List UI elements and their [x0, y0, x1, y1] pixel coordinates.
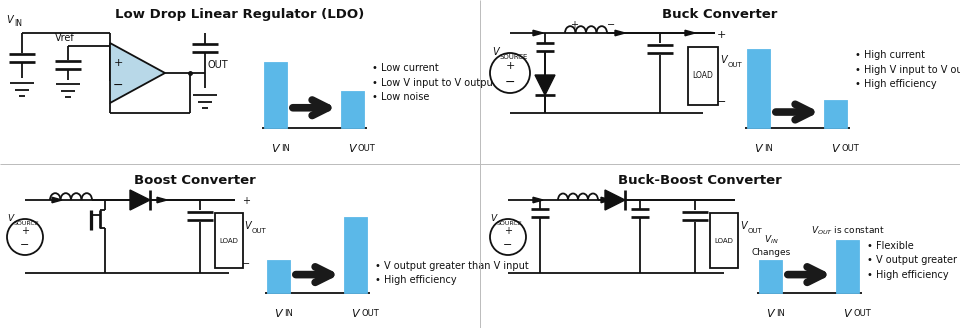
Text: +: +	[504, 226, 512, 236]
Text: • High current
• High V input to V output ratio
• High efficiency: • High current • High V input to V outpu…	[855, 50, 960, 89]
Polygon shape	[533, 30, 543, 36]
Text: −: −	[717, 97, 727, 107]
Text: SOURCE: SOURCE	[14, 221, 39, 226]
Polygon shape	[157, 197, 167, 203]
Text: IN: IN	[284, 309, 293, 318]
Text: OUT: OUT	[728, 62, 743, 68]
Text: $\mathit{V}$: $\mathit{V}$	[271, 142, 281, 154]
Text: $\mathit{V}$: $\mathit{V}$	[348, 142, 358, 154]
Text: OUT: OUT	[358, 144, 375, 153]
Text: OUT: OUT	[841, 144, 859, 153]
Text: OUT: OUT	[853, 309, 871, 318]
Bar	[760, 261, 782, 293]
Polygon shape	[533, 197, 543, 203]
Text: $\mathit{V}$: $\mathit{V}$	[720, 53, 730, 65]
Text: +: +	[21, 226, 29, 236]
Text: +: +	[505, 61, 515, 71]
Text: • Flexible
• V output greater than V input
• High efficiency: • Flexible • V output greater than V inp…	[867, 241, 960, 280]
Text: IN: IN	[14, 19, 22, 28]
Polygon shape	[110, 43, 165, 103]
Text: Buck Converter: Buck Converter	[662, 8, 778, 21]
Text: $\mathit{V}$: $\mathit{V}$	[350, 307, 361, 319]
Polygon shape	[605, 190, 625, 210]
Text: $\mathit{V}$: $\mathit{V}$	[6, 13, 15, 25]
Circle shape	[7, 219, 43, 255]
Text: −: −	[20, 240, 30, 250]
Text: LOAD: LOAD	[220, 238, 238, 244]
Bar	[748, 50, 770, 128]
Text: IN: IN	[764, 144, 773, 153]
Text: LOAD: LOAD	[714, 238, 733, 244]
Text: +: +	[717, 30, 727, 40]
Text: Buck-Boost Converter: Buck-Boost Converter	[618, 174, 781, 187]
Bar	[688, 47, 718, 105]
Text: $\mathit{V}$: $\mathit{V}$	[740, 219, 749, 231]
Text: −: −	[242, 259, 251, 269]
Bar	[837, 241, 859, 293]
Text: Boost Converter: Boost Converter	[134, 174, 256, 187]
Text: $\mathit{V}$: $\mathit{V}$	[830, 142, 841, 154]
Polygon shape	[685, 30, 695, 36]
Text: IN: IN	[281, 144, 290, 153]
Text: $\mathit{V}$: $\mathit{V}$	[274, 307, 284, 319]
Text: SOURCE: SOURCE	[497, 221, 522, 226]
Circle shape	[490, 219, 526, 255]
Text: OUT: OUT	[361, 309, 379, 318]
Text: • Low current
• Low V input to V output ratio
• Low noise: • Low current • Low V input to V output …	[372, 63, 522, 102]
Polygon shape	[601, 197, 611, 203]
Bar	[345, 218, 367, 293]
Bar	[215, 213, 243, 268]
Text: $\mathit{V}$: $\mathit{V}$	[766, 307, 776, 319]
Bar	[342, 92, 364, 128]
Text: • V output greater than V input
• High efficiency: • V output greater than V input • High e…	[375, 261, 529, 285]
Text: Vref: Vref	[55, 33, 75, 43]
Text: $\mathit{V}$: $\mathit{V}$	[843, 307, 853, 319]
Text: +: +	[242, 196, 250, 206]
Bar	[265, 63, 287, 128]
Text: Low Drop Linear Regulator (LDO): Low Drop Linear Regulator (LDO)	[115, 8, 365, 21]
Polygon shape	[535, 75, 555, 95]
Text: −: −	[503, 240, 513, 250]
Text: OUT: OUT	[252, 228, 267, 234]
Text: OUT: OUT	[207, 60, 228, 70]
Text: $\mathit{V}$: $\mathit{V}$	[244, 219, 253, 231]
Circle shape	[490, 53, 530, 93]
Text: $\mathit{V}$: $\mathit{V}$	[7, 212, 15, 223]
Text: −: −	[112, 78, 123, 92]
Text: +: +	[570, 20, 578, 30]
Text: $\mathit{V}$: $\mathit{V}$	[492, 45, 501, 57]
Text: $\mathit{V}$: $\mathit{V}$	[754, 142, 764, 154]
Text: $\mathit{V}_{IN}$
Changes: $\mathit{V}_{IN}$ Changes	[752, 234, 791, 257]
Polygon shape	[615, 30, 625, 36]
Bar	[710, 213, 738, 268]
Bar	[268, 261, 290, 293]
Text: OUT: OUT	[748, 228, 763, 234]
Text: $\mathit{V}$: $\mathit{V}$	[490, 212, 498, 223]
Text: +: +	[113, 58, 123, 68]
Polygon shape	[52, 197, 62, 203]
Text: $\mathit{V}_{OUT}$ is constant: $\mathit{V}_{OUT}$ is constant	[811, 224, 885, 237]
Text: LOAD: LOAD	[692, 72, 713, 80]
Polygon shape	[130, 190, 150, 210]
Text: −: −	[505, 75, 516, 89]
Text: IN: IN	[776, 309, 785, 318]
Text: SOURCE: SOURCE	[500, 54, 528, 60]
Text: −: −	[607, 20, 615, 30]
Bar	[825, 101, 847, 128]
